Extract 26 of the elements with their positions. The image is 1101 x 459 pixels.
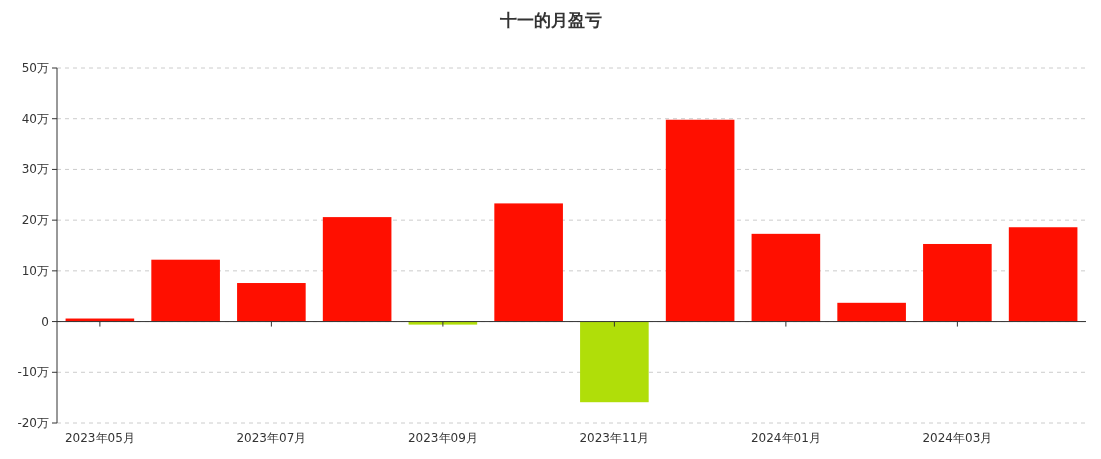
bar [1008,227,1078,322]
bar [923,243,992,322]
y-tick-label: -10万 [17,365,49,380]
x-tick-label: 2023年05月 [64,431,135,445]
x-tick-label: 2024年03月 [922,431,993,445]
y-tick-label: 10万 [21,263,49,278]
bar [408,321,478,325]
bar [151,259,220,322]
bar [837,302,906,322]
x-tick-label: 2023年07月 [236,431,307,445]
y-tick-label: 0 [41,314,49,329]
bar [751,233,821,322]
x-tick-label: 2024年01月 [750,431,821,445]
y-tick-label: 50万 [21,61,49,75]
chart-title: 十一的月盈亏 [498,10,602,30]
y-tick-label: -20万 [17,416,49,430]
y-tick-label: 30万 [21,162,49,177]
x-tick-label: 2023年11月 [579,431,650,445]
y-tick-label: 40万 [21,111,49,126]
bar [665,119,735,322]
bar [322,217,392,322]
bar [237,283,306,322]
bar [580,321,649,403]
x-tick-label: 2023年09月 [407,431,478,445]
bar [494,203,563,322]
y-tick-label: 20万 [21,213,49,228]
